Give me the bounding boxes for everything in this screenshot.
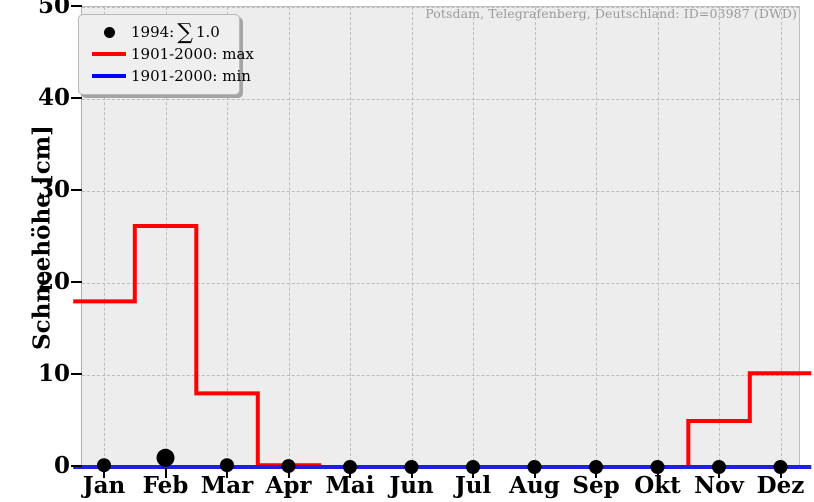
gridline-y-50 <box>82 7 799 8</box>
data-point-jun <box>404 460 419 474</box>
legend-label-year: 1994: <box>131 23 175 41</box>
gridline-y-10 <box>82 375 799 376</box>
y-tick-mark-10 <box>71 373 82 375</box>
gridline-x-dez <box>780 7 782 466</box>
gridline-x-mar <box>227 7 228 466</box>
x-tick-mark-nov <box>718 468 720 478</box>
gridline-x-okt <box>657 7 659 466</box>
gridline-x-feb <box>165 7 167 466</box>
x-tick-label-sep: Sep <box>572 472 620 499</box>
x-tick-label-aug: Aug <box>509 472 560 499</box>
data-point-mai <box>343 460 357 474</box>
legend-label-min: 1901-2000: min <box>131 67 251 85</box>
x-tick-mark-mar <box>226 468 228 478</box>
legend-item-max: 1901-2000: max <box>87 43 254 65</box>
y-tick-label-10: 10 <box>37 360 70 387</box>
y-tick-label-0: 0 <box>53 452 70 479</box>
y-tick-mark-40 <box>71 97 82 99</box>
y-tick-label-20: 20 <box>37 268 70 295</box>
data-point-jan <box>97 458 111 473</box>
data-point-jul <box>466 460 480 474</box>
x-tick-label-mai: Mai <box>325 472 375 499</box>
legend-item-1994: 1994: ∑ 1.0 <box>87 21 231 43</box>
gridline-x-sep <box>596 7 597 466</box>
data-point-nov <box>712 460 726 474</box>
x-tick-mark-jul <box>472 468 474 478</box>
data-point-sep <box>589 460 603 474</box>
data-point-dez <box>773 460 788 474</box>
x-tick-mark-sep <box>595 468 597 478</box>
x-tick-mark-dez <box>779 468 782 478</box>
y-tick-label-40: 40 <box>37 84 70 111</box>
legend-label-max: 1901-2000: max <box>131 45 254 63</box>
station-title: Potsdam, Telegrafenberg, Deutschland: ID… <box>425 6 797 21</box>
gridline-y-30 <box>82 191 799 192</box>
gridline-x-mai <box>350 7 351 466</box>
data-point-okt <box>650 460 665 474</box>
gridline-x-jul <box>473 7 474 466</box>
x-tick-label-okt: Okt <box>634 472 681 499</box>
x-tick-mark-okt <box>656 468 659 478</box>
y-tick-mark-30 <box>71 189 82 191</box>
legend-item-min: 1901-2000: min <box>87 65 251 87</box>
gridline-x-jun <box>411 7 413 466</box>
x-tick-label-jan: Jan <box>82 472 126 499</box>
y-tick-label-30: 30 <box>37 176 70 203</box>
x-tick-label-mar: Mar <box>200 472 254 499</box>
y-tick-mark-0 <box>71 465 82 467</box>
x-tick-label-dez: Dez <box>756 472 805 499</box>
data-point-mar <box>220 458 234 473</box>
gridline-x-apr <box>288 7 290 466</box>
legend-label-sum: 1.0 <box>195 23 220 41</box>
sigma-icon: ∑ <box>177 20 193 46</box>
data-point-feb <box>156 448 175 467</box>
gridline-y-40 <box>82 99 799 100</box>
gridline-x-aug <box>534 7 536 466</box>
x-tick-label-feb: Feb <box>142 472 189 499</box>
legend-min-line-icon <box>87 74 131 78</box>
x-tick-mark-feb <box>164 468 167 478</box>
x-tick-mark-jun <box>410 468 413 478</box>
x-tick-label-jun: Jun <box>389 472 434 499</box>
x-tick-mark-aug <box>533 468 536 478</box>
x-tick-label-nov: Nov <box>694 472 744 499</box>
series-1994-points <box>97 448 788 474</box>
data-point-apr <box>281 459 296 474</box>
series-max-line <box>73 224 812 469</box>
legend-max-line-icon <box>87 52 131 56</box>
data-layer <box>73 224 812 474</box>
chart-legend: 1994: ∑ 1.0 1901-2000: max 1901-2000: mi… <box>78 14 254 95</box>
gridline-y-20 <box>82 283 799 284</box>
legend-label-1994: 1994: ∑ 1.0 <box>131 20 220 46</box>
data-point-aug <box>527 460 542 474</box>
gridline-x-nov <box>719 7 720 466</box>
gridline-x-jan <box>104 7 105 466</box>
x-tick-label-apr: Apr <box>265 472 312 499</box>
x-tick-label-jul: Jul <box>454 472 492 499</box>
y-tick-mark-20 <box>71 281 82 283</box>
x-tick-mark-jan <box>103 468 105 478</box>
x-tick-mark-mai <box>349 468 351 478</box>
y-tick-label-50: 50 <box>37 0 70 19</box>
y-tick-mark-50 <box>71 5 82 7</box>
x-tick-mark-apr <box>287 468 290 478</box>
legend-dot-icon <box>87 26 131 38</box>
